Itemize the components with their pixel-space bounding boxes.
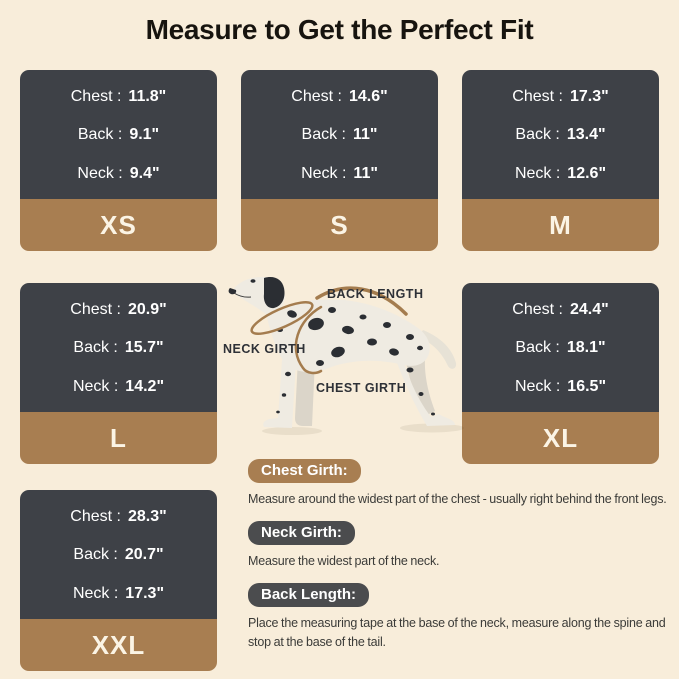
back-value: 15.7" bbox=[124, 339, 164, 357]
size-name-badge: L bbox=[20, 412, 217, 464]
back-measurement: Back : 13.4" bbox=[515, 126, 605, 144]
back-measurement: Back : 9.1" bbox=[78, 126, 159, 144]
dog-far-front-leg bbox=[295, 358, 315, 426]
back-value: 13.4" bbox=[566, 126, 606, 144]
neck-girth-label: NECK GIRTH bbox=[223, 342, 306, 356]
chest-label: Chest : bbox=[512, 88, 563, 106]
back-measurement: Back : 18.1" bbox=[515, 339, 605, 357]
back-label: Back : bbox=[73, 339, 118, 357]
neck-girth-band bbox=[250, 301, 314, 335]
size-card-measurements: Chest : 20.9" Back : 15.7" Neck : 14.2" bbox=[20, 283, 217, 412]
page-title: Measure to Get the Perfect Fit bbox=[145, 14, 534, 45]
dog-shadow bbox=[400, 423, 464, 433]
chest-measurement: Chest : 24.4" bbox=[512, 301, 608, 319]
neck-measurement: Neck : 14.2" bbox=[73, 378, 164, 396]
dog-shadow bbox=[262, 427, 322, 435]
chest-girth-band bbox=[294, 305, 323, 375]
chest-value: 28.3" bbox=[127, 508, 167, 526]
back-label: Back : bbox=[301, 126, 346, 144]
size-card-measurements: Chest : 24.4" Back : 18.1" Neck : 16.5" bbox=[462, 283, 659, 412]
chest-value: 14.6" bbox=[348, 88, 388, 106]
chest-value: 20.9" bbox=[127, 301, 167, 319]
neck-label: Neck : bbox=[72, 584, 119, 602]
neck-measurement: Neck : 9.4" bbox=[77, 165, 159, 183]
size-card-measurements: Chest : 14.6" Back : 11" Neck : 11" bbox=[241, 70, 438, 199]
chest-label: Chest : bbox=[70, 301, 121, 319]
neck-label: Neck : bbox=[514, 164, 561, 182]
chest-measurement: Chest : 20.9" bbox=[70, 301, 166, 319]
chest-measurement: Chest : 14.6" bbox=[291, 88, 387, 106]
back-label: Back : bbox=[515, 126, 560, 144]
size-card-xl: Chest : 24.4" Back : 18.1" Neck : 16.5" … bbox=[462, 283, 659, 464]
dog-measurement-illustration bbox=[228, 277, 464, 435]
chest-value: 24.4" bbox=[569, 301, 609, 319]
size-card-measurements: Chest : 11.8" Back : 9.1" Neck : 9.4" bbox=[20, 70, 217, 199]
size-name-badge: M bbox=[462, 199, 659, 251]
back-measurement: Back : 11" bbox=[302, 126, 378, 144]
neck-value: 14.2" bbox=[125, 377, 165, 395]
back-measurement: Back : 20.7" bbox=[73, 546, 163, 564]
chest-label: Chest : bbox=[291, 88, 342, 106]
size-name-badge: XL bbox=[462, 412, 659, 464]
neck-girth-badge: Neck Girth: bbox=[248, 521, 355, 545]
neck-label: Neck : bbox=[77, 164, 123, 182]
dog-ear bbox=[263, 277, 285, 309]
chest-label: Chest : bbox=[512, 301, 563, 319]
neck-value: 12.6" bbox=[567, 164, 607, 182]
chest-label: Chest : bbox=[70, 88, 122, 106]
back-length-band bbox=[315, 286, 408, 316]
dog-rear-leg bbox=[396, 356, 455, 426]
size-name-badge: S bbox=[241, 199, 438, 251]
neck-measurement: Neck : 16.5" bbox=[515, 378, 606, 396]
chest-measurement: Chest : 28.3" bbox=[70, 508, 166, 526]
neck-measurement: Neck : 17.3" bbox=[73, 585, 164, 603]
size-card-m: Chest : 17.3" Back : 13.4" Neck : 12.6" … bbox=[462, 70, 659, 251]
size-card-measurements: Chest : 17.3" Back : 13.4" Neck : 12.6" bbox=[462, 70, 659, 199]
neck-label: Neck : bbox=[72, 377, 119, 395]
neck-value: 16.5" bbox=[567, 377, 607, 395]
chest-measurement: Chest : 17.3" bbox=[512, 88, 608, 106]
size-card-xxl: Chest : 28.3" Back : 20.7" Neck : 17.3" … bbox=[20, 490, 217, 671]
chest-value: 17.3" bbox=[569, 88, 609, 106]
size-card-measurements: Chest : 28.3" Back : 20.7" Neck : 17.3" bbox=[20, 490, 217, 619]
back-measurement: Back : 15.7" bbox=[73, 339, 163, 357]
back-label: Back : bbox=[73, 546, 118, 564]
neck-measurement: Neck : 12.6" bbox=[515, 165, 606, 183]
size-card-l: Chest : 20.9" Back : 15.7" Neck : 14.2" … bbox=[20, 283, 217, 464]
size-name-badge: XS bbox=[20, 199, 217, 251]
back-value: 9.1" bbox=[129, 126, 160, 144]
measuring-instructions: Chest Girth: Measure around the widest p… bbox=[248, 459, 668, 664]
chest-label: Chest : bbox=[70, 508, 121, 526]
back-label: Back : bbox=[515, 339, 560, 357]
size-card-xs: Chest : 11.8" Back : 9.1" Neck : 9.4" XS bbox=[20, 70, 217, 251]
dog-front-leg bbox=[263, 360, 296, 428]
size-card-s: Chest : 14.6" Back : 11" Neck : 11" S bbox=[241, 70, 438, 251]
chest-girth-label: CHEST GIRTH bbox=[316, 381, 407, 395]
back-label: Back : bbox=[77, 126, 123, 144]
dog-spots bbox=[250, 279, 435, 416]
back-value: 20.7" bbox=[124, 546, 164, 564]
neck-label: Neck : bbox=[301, 164, 347, 182]
neck-girth-description: Measure the widest part of the neck. bbox=[248, 554, 440, 568]
chest-measurement: Chest : 11.8" bbox=[71, 88, 167, 106]
neck-measurement: Neck : 11" bbox=[301, 165, 378, 183]
chest-girth-badge: Chest Girth: bbox=[248, 459, 361, 483]
back-length-label: BACK LENGTH bbox=[327, 287, 424, 301]
neck-label: Neck : bbox=[514, 377, 561, 395]
size-name-badge: XXL bbox=[20, 619, 217, 671]
neck-value: 9.4" bbox=[129, 164, 160, 182]
back-length-badge: Back Length: bbox=[248, 583, 370, 607]
chest-value: 11.8" bbox=[128, 88, 167, 106]
back-value: 11" bbox=[352, 126, 378, 144]
neck-value: 17.3" bbox=[125, 584, 165, 602]
chest-girth-description: Measure around the widest part of the ch… bbox=[248, 492, 667, 506]
back-length-description: Place the measuring tape at the base of … bbox=[248, 616, 666, 649]
neck-value: 11" bbox=[353, 164, 378, 182]
back-value: 18.1" bbox=[566, 339, 606, 357]
dog-mouth bbox=[233, 292, 252, 298]
